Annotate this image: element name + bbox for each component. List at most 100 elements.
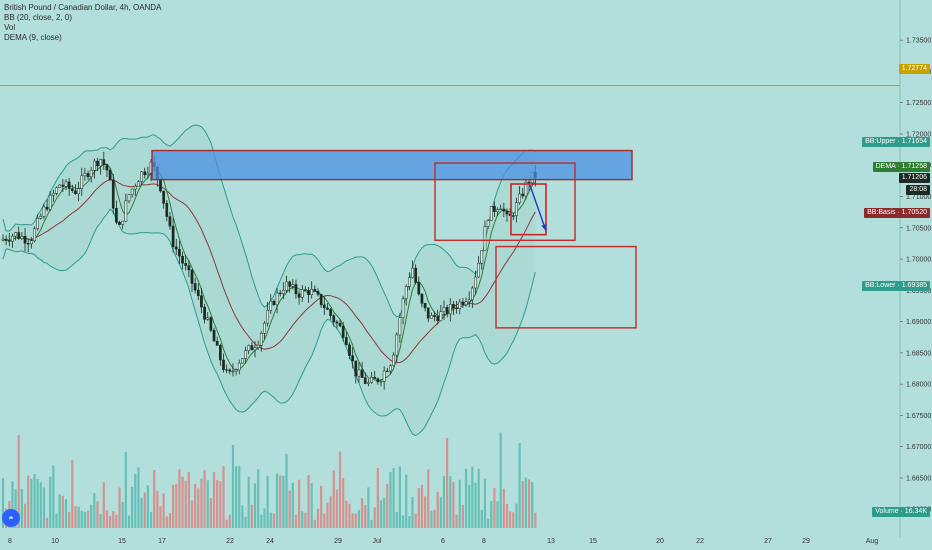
- volume-bar: [480, 509, 483, 528]
- candle-body: [464, 301, 468, 305]
- candle: [285, 275, 288, 293]
- time-tick-label: 27: [764, 538, 772, 545]
- vol-indicator-label[interactable]: Vol: [4, 23, 16, 32]
- candle: [442, 300, 446, 320]
- candle: [294, 279, 298, 299]
- volume-bar: [313, 519, 316, 528]
- candle: [480, 250, 484, 270]
- candle-body: [496, 209, 499, 212]
- bb-lower-tag: BB:Lower · 1.69385: [862, 281, 930, 291]
- time-tick-label: 22: [696, 538, 704, 545]
- volume-bar: [298, 479, 301, 528]
- candle: [477, 255, 480, 278]
- candle-body: [17, 232, 21, 239]
- volume-bar: [329, 496, 332, 528]
- volume-bar: [83, 511, 86, 528]
- candle-body: [115, 207, 118, 223]
- candle-body: [33, 228, 36, 242]
- candle: [300, 284, 304, 303]
- volume-bar: [433, 509, 436, 528]
- volume-bar: [127, 515, 131, 528]
- candle: [36, 214, 39, 231]
- bb-upper-tag: BB:Upper · 1.71654: [862, 137, 930, 147]
- volume-bar: [162, 493, 165, 528]
- time-tick-label: 17: [158, 538, 166, 545]
- candle-body: [436, 316, 440, 321]
- candle: [52, 189, 55, 202]
- tradingview-logo-icon[interactable]: ◓: [2, 509, 20, 527]
- candle: [341, 321, 345, 342]
- candle-body: [146, 172, 150, 176]
- bb-indicator-label[interactable]: BB (20, close, 2, 0): [4, 13, 73, 22]
- candle: [250, 342, 254, 351]
- dema-indicator-label[interactable]: DEMA (9, close): [4, 33, 62, 42]
- volume-bar: [225, 519, 228, 528]
- candle-body: [360, 369, 364, 378]
- candle: [215, 336, 219, 346]
- candle: [348, 342, 351, 360]
- candle: [244, 346, 247, 364]
- volume-bar: [153, 469, 156, 528]
- symbol-title[interactable]: British Pound / Canadian Dollar, 4h, OAN…: [4, 3, 162, 12]
- volume-bar: [253, 483, 257, 528]
- candle: [527, 179, 531, 191]
- price-tick-label: 1.68500: [906, 350, 931, 357]
- volume-bar: [115, 514, 118, 528]
- volume-bar: [531, 481, 534, 528]
- candle-body: [74, 190, 77, 195]
- candle: [464, 297, 468, 307]
- candle: [11, 233, 14, 248]
- volume-bar: [93, 493, 96, 528]
- candle-body: [291, 284, 295, 287]
- volume-bar: [455, 514, 458, 528]
- candle: [322, 296, 326, 316]
- candle: [404, 284, 408, 306]
- candle-body: [11, 235, 14, 242]
- volume-bar: [458, 479, 461, 528]
- candle-body: [133, 185, 137, 190]
- candle: [307, 286, 310, 303]
- volume-bar: [71, 460, 74, 528]
- volume-bar: [90, 504, 93, 528]
- time-tick-label: 22: [226, 538, 234, 545]
- candle-body: [382, 370, 386, 382]
- volume-bar: [197, 488, 200, 528]
- volume-bar: [477, 468, 480, 528]
- price-tick-label: 1.66500: [906, 475, 931, 482]
- candle: [222, 353, 225, 373]
- volume-bar: [364, 505, 367, 528]
- volume-bar: [417, 488, 420, 528]
- candle-body: [89, 170, 93, 177]
- volume-bar: [190, 500, 194, 528]
- candle-body: [445, 307, 449, 315]
- volume-bar: [260, 514, 263, 528]
- volume-bar: [23, 503, 27, 528]
- candle-body: [505, 210, 509, 215]
- candle: [23, 228, 27, 252]
- candle-body: [275, 292, 279, 306]
- candle-body: [55, 187, 58, 194]
- volume-bar: [401, 515, 405, 528]
- candle-body: [70, 188, 74, 191]
- candle-body: [304, 289, 307, 291]
- volume-bar: [430, 510, 433, 528]
- candle: [297, 290, 301, 305]
- time-tick-label: 15: [118, 538, 126, 545]
- candle-body: [206, 317, 210, 320]
- candle-body: [398, 317, 402, 336]
- candle-body: [486, 220, 490, 227]
- candle-body: [313, 288, 317, 292]
- price-tick-label: 1.69500: [906, 288, 931, 295]
- time-tick-label: Aug: [866, 538, 879, 545]
- candle-body: [83, 173, 87, 177]
- candle: [345, 332, 348, 346]
- volume-bar: [206, 480, 209, 528]
- candle-body: [467, 299, 471, 303]
- volume-bar: [137, 467, 140, 528]
- volume-bar: [361, 498, 364, 528]
- candle: [414, 264, 417, 285]
- drawing-boxes[interactable]: [151, 149, 637, 329]
- candle: [426, 307, 430, 323]
- candle-body: [209, 317, 213, 331]
